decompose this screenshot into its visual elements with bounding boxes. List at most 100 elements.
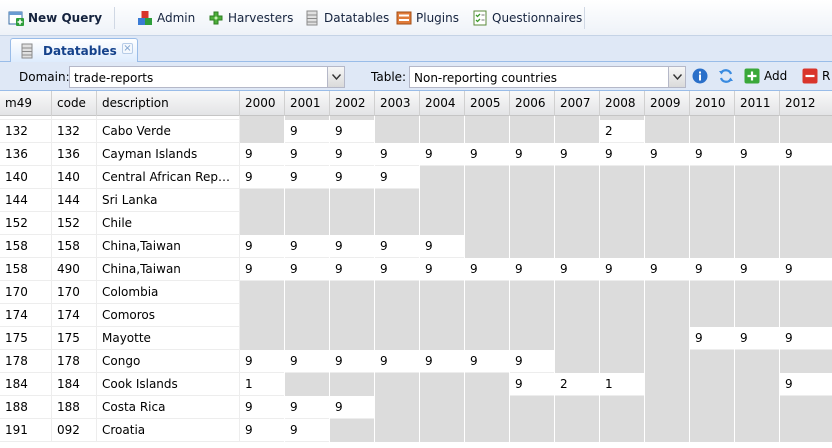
year-cell-2003[interactable]: [375, 327, 420, 350]
year-cell-2001[interactable]: [285, 373, 330, 396]
year-cell-2010[interactable]: [690, 373, 735, 396]
year-cell-2008[interactable]: 9: [600, 143, 645, 166]
year-cell-2006[interactable]: [510, 189, 555, 212]
year-cell[interactable]: [420, 116, 465, 120]
year-cell-2011[interactable]: [735, 419, 780, 442]
info-button[interactable]: [692, 68, 708, 84]
year-cell-2008[interactable]: [600, 304, 645, 327]
year-cell-2002[interactable]: [330, 212, 375, 235]
cell-m49[interactable]: 191: [0, 419, 52, 442]
column-header-2001[interactable]: 2001: [285, 91, 330, 116]
year-cell-2005[interactable]: 9: [465, 350, 510, 373]
year-cell-2009[interactable]: [645, 304, 690, 327]
year-cell-2000[interactable]: 9: [240, 143, 285, 166]
year-cell-2007[interactable]: 2: [555, 373, 600, 396]
year-cell-2012[interactable]: [780, 189, 832, 212]
year-cell-2001[interactable]: 9: [285, 350, 330, 373]
chevron-down-icon[interactable]: [327, 67, 344, 87]
year-cell-2000[interactable]: [240, 189, 285, 212]
table-row[interactable]: [0, 116, 832, 120]
year-cell[interactable]: [645, 116, 690, 120]
year-cell-2006[interactable]: [510, 419, 555, 442]
year-cell-2007[interactable]: 9: [555, 258, 600, 281]
cell-m49[interactable]: 136: [0, 143, 52, 166]
year-cell-2004[interactable]: 9: [420, 258, 465, 281]
year-cell-2008[interactable]: [600, 189, 645, 212]
year-cell-2003[interactable]: 9: [375, 350, 420, 373]
year-cell-2012[interactable]: 9: [780, 373, 832, 396]
cell-m49[interactable]: 140: [0, 166, 52, 189]
year-cell[interactable]: [510, 116, 555, 120]
year-cell-2008[interactable]: [600, 419, 645, 442]
year-cell-2008[interactable]: [600, 281, 645, 304]
year-cell-2012[interactable]: [780, 212, 832, 235]
year-cell-2005[interactable]: [465, 281, 510, 304]
year-cell-2007[interactable]: [555, 419, 600, 442]
year-cell-2001[interactable]: [285, 212, 330, 235]
year-cell-2008[interactable]: [600, 327, 645, 350]
year-cell-2008[interactable]: 1: [600, 373, 645, 396]
year-cell-2000[interactable]: [240, 212, 285, 235]
year-cell-2011[interactable]: [735, 350, 780, 373]
year-cell[interactable]: [780, 116, 832, 120]
year-cell-2009[interactable]: [645, 189, 690, 212]
year-cell-2006[interactable]: 9: [510, 373, 555, 396]
year-cell-2005[interactable]: 9: [465, 258, 510, 281]
year-cell-2000[interactable]: 9: [240, 235, 285, 258]
column-header-2007[interactable]: 2007: [555, 91, 600, 116]
year-cell-2009[interactable]: [645, 419, 690, 442]
year-cell-2006[interactable]: [510, 120, 555, 143]
year-cell-2002[interactable]: 9: [330, 258, 375, 281]
year-cell-2003[interactable]: [375, 189, 420, 212]
year-cell[interactable]: [285, 116, 330, 120]
year-cell-2008[interactable]: [600, 212, 645, 235]
year-cell-2009[interactable]: [645, 166, 690, 189]
year-cell-2002[interactable]: [330, 327, 375, 350]
year-cell-2012[interactable]: [780, 304, 832, 327]
year-cell[interactable]: [600, 116, 645, 120]
year-cell-2004[interactable]: [420, 373, 465, 396]
plugins-button[interactable]: Plugins: [396, 7, 459, 29]
year-cell-2004[interactable]: [420, 166, 465, 189]
year-cell-2011[interactable]: [735, 304, 780, 327]
year-cell-2012[interactable]: [780, 120, 832, 143]
year-cell-2010[interactable]: [690, 350, 735, 373]
year-cell-2007[interactable]: [555, 396, 600, 419]
cell-code[interactable]: 152: [52, 212, 97, 235]
cell-description[interactable]: Cook Islands: [97, 373, 240, 396]
cell-code[interactable]: 490: [52, 258, 97, 281]
year-cell-2006[interactable]: 9: [510, 350, 555, 373]
table-row[interactable]: 178 178 Congo 9 9 9 9 9 9 9: [0, 350, 832, 373]
cell-code[interactable]: 136: [52, 143, 97, 166]
year-cell-2012[interactable]: [780, 166, 832, 189]
year-cell-2010[interactable]: [690, 212, 735, 235]
year-cell-2005[interactable]: [465, 304, 510, 327]
table-row[interactable]: 132 132 Cabo Verde 9 9 2: [0, 120, 832, 143]
year-cell-2002[interactable]: 9: [330, 166, 375, 189]
year-cell-2007[interactable]: [555, 350, 600, 373]
year-cell-2009[interactable]: [645, 327, 690, 350]
year-cell-2011[interactable]: [735, 281, 780, 304]
year-cell-2010[interactable]: 9: [690, 143, 735, 166]
close-tab-icon[interactable]: ×: [122, 43, 133, 54]
year-cell-2001[interactable]: 9: [285, 396, 330, 419]
year-cell-2007[interactable]: [555, 281, 600, 304]
table-row[interactable]: 158 158 China,Taiwan 9 9 9 9 9: [0, 235, 832, 258]
year-cell-2005[interactable]: [465, 212, 510, 235]
year-cell-2005[interactable]: 9: [465, 143, 510, 166]
table-row[interactable]: 140 140 Central African Republic 9 9 9 9: [0, 166, 832, 189]
year-cell-2001[interactable]: 9: [285, 166, 330, 189]
cell-code[interactable]: 188: [52, 396, 97, 419]
year-cell-2002[interactable]: 9: [330, 350, 375, 373]
year-cell-2004[interactable]: 9: [420, 235, 465, 258]
year-cell-2012[interactable]: [780, 419, 832, 442]
year-cell-2002[interactable]: [330, 189, 375, 212]
cell-m49[interactable]: 158: [0, 258, 52, 281]
cell-description[interactable]: Costa Rica: [97, 396, 240, 419]
year-cell-2010[interactable]: 9: [690, 258, 735, 281]
year-cell-2002[interactable]: [330, 373, 375, 396]
year-cell-2003[interactable]: [375, 373, 420, 396]
year-cell-2006[interactable]: [510, 281, 555, 304]
table-row[interactable]: 144 144 Sri Lanka: [0, 189, 832, 212]
year-cell-2000[interactable]: 9: [240, 258, 285, 281]
